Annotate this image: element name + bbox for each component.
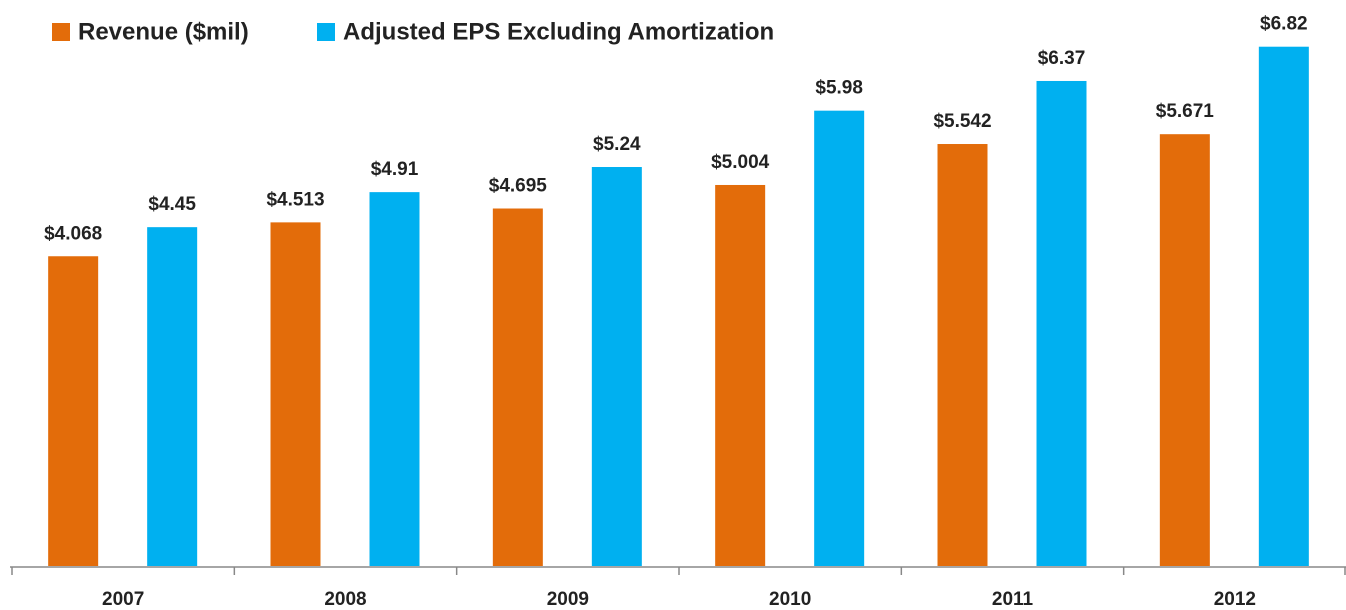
- data-label: $4.45: [148, 194, 196, 215]
- bar: [1036, 80, 1087, 566]
- bar: [492, 208, 543, 567]
- data-label: $5.24: [593, 134, 641, 155]
- x-tick-label: 2009: [547, 589, 589, 610]
- data-label: $4.91: [371, 159, 419, 180]
- legend-label: Adjusted EPS Excluding Amortization: [343, 18, 774, 45]
- x-tick-label: 2007: [102, 589, 144, 610]
- bar: [814, 110, 865, 566]
- data-label: $5.98: [815, 78, 863, 99]
- bar: [270, 222, 321, 566]
- legend-label: Revenue ($mil): [78, 18, 249, 45]
- data-label: $6.37: [1038, 48, 1086, 69]
- x-tick-label: 2012: [1214, 589, 1256, 610]
- data-label: $4.068: [44, 223, 102, 244]
- bar: [591, 167, 642, 567]
- bar: [147, 227, 198, 566]
- data-label: $6.82: [1260, 14, 1308, 35]
- bar: [1258, 46, 1309, 567]
- data-label: $4.695: [489, 176, 548, 197]
- legend-swatch: [52, 23, 70, 41]
- x-tick-label: 2011: [992, 589, 1034, 610]
- bar: [369, 192, 420, 567]
- data-label: $4.513: [266, 189, 324, 210]
- x-tick-label: 2010: [769, 589, 811, 610]
- data-label: $5.004: [711, 152, 770, 173]
- bar: [1159, 134, 1210, 567]
- data-label: $5.542: [933, 111, 991, 132]
- bar: [48, 256, 99, 566]
- bar: [937, 144, 988, 566]
- bar: [715, 184, 766, 566]
- x-tick-label: 2008: [324, 589, 366, 610]
- legend-swatch: [317, 23, 335, 41]
- data-label: $5.671: [1156, 101, 1215, 122]
